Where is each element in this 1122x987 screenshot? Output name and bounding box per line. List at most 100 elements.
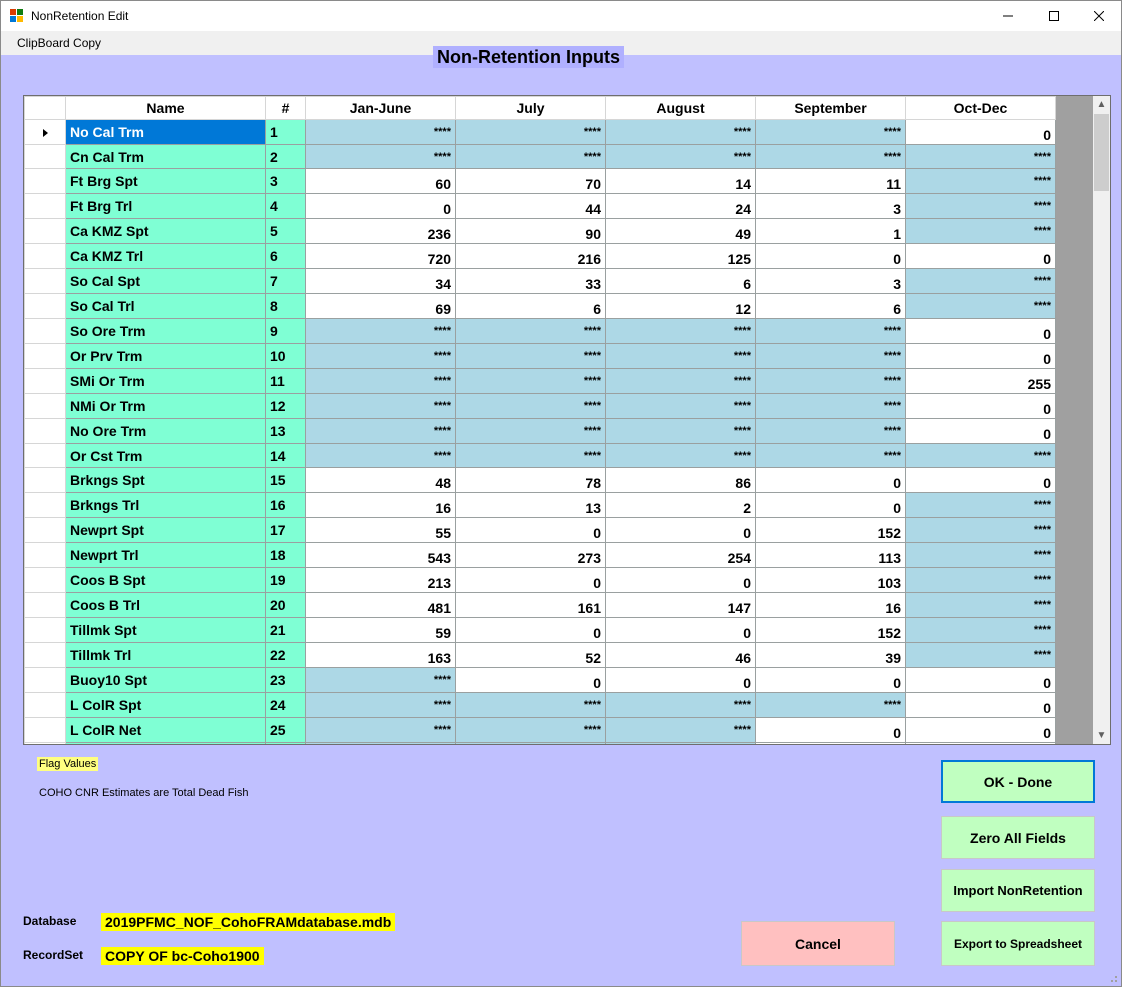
ok-done-button[interactable]: OK - Done [941, 760, 1095, 803]
value-cell[interactable]: 0 [905, 717, 1056, 743]
grid-row[interactable]: Ca KMZ Spt 5 236 90 49 1 **** [24, 218, 1056, 244]
value-cell[interactable]: 0 [905, 343, 1056, 369]
scroll-up-icon[interactable]: ▲ [1096, 99, 1107, 110]
fishery-number-cell[interactable]: 4 [265, 193, 306, 219]
value-cell[interactable]: 0 [755, 667, 906, 693]
row-selector[interactable] [24, 642, 66, 668]
fishery-name-cell[interactable]: Ft Brg Spt [65, 168, 266, 194]
value-cell[interactable]: **** [305, 717, 456, 743]
fishery-name-cell[interactable]: Buoy10 Spt [65, 667, 266, 693]
row-selector[interactable] [24, 592, 66, 618]
value-cell[interactable]: **** [755, 443, 906, 468]
value-cell[interactable]: 11 [755, 168, 906, 194]
fishery-name-cell[interactable]: Coos B Spt [65, 567, 266, 593]
value-cell[interactable]: 6 [605, 268, 756, 294]
value-cell[interactable]: 0 [905, 667, 1056, 693]
row-selector[interactable] [24, 293, 66, 319]
value-cell[interactable]: **** [605, 393, 756, 419]
row-selector[interactable] [24, 517, 66, 543]
fishery-number-cell[interactable]: 20 [265, 592, 306, 618]
value-cell[interactable]: 6 [755, 293, 906, 319]
value-cell[interactable]: **** [605, 144, 756, 169]
fishery-name-cell[interactable]: Tillmk Trl [65, 642, 266, 668]
fishery-number-cell[interactable]: 19 [265, 567, 306, 593]
value-cell[interactable]: **** [455, 343, 606, 369]
fishery-number-cell[interactable]: 7 [265, 268, 306, 294]
column-header-jan-june[interactable]: Jan-June [305, 96, 456, 120]
grid-row[interactable]: Or Cst Trm 14 **** **** **** **** **** [24, 443, 1056, 468]
grid-row[interactable]: Newprt Spt 17 55 0 0 152 **** [24, 517, 1056, 543]
value-cell[interactable]: **** [305, 368, 456, 394]
value-cell[interactable]: **** [905, 168, 1056, 194]
column-header-august[interactable]: August [605, 96, 756, 120]
fishery-number-cell[interactable]: 18 [265, 542, 306, 568]
row-selector[interactable] [24, 617, 66, 643]
value-cell[interactable]: **** [905, 617, 1056, 643]
fishery-number-cell[interactable]: 5 [265, 218, 306, 244]
fishery-name-cell[interactable]: No Cal Trm [65, 119, 266, 145]
row-selector[interactable] [24, 418, 66, 444]
value-cell[interactable]: 24 [605, 193, 756, 219]
value-cell[interactable]: 236 [305, 218, 456, 244]
grid-row[interactable]: Tillmk Spt 21 59 0 0 152 **** [24, 617, 1056, 643]
value-cell[interactable]: **** [455, 318, 606, 344]
value-cell[interactable]: 0 [605, 617, 756, 643]
value-cell[interactable]: 152 [755, 517, 906, 543]
value-cell[interactable]: **** [605, 368, 756, 394]
value-cell[interactable]: **** [305, 343, 456, 369]
value-cell[interactable]: 78 [455, 467, 606, 493]
value-cell[interactable]: 34 [305, 268, 456, 294]
row-selector[interactable] [24, 667, 66, 693]
grid-row[interactable]: L ColR Net 25 **** **** **** 0 0 [24, 717, 1056, 743]
value-cell[interactable]: 16 [755, 592, 906, 618]
value-cell[interactable]: 0 [455, 517, 606, 543]
value-cell[interactable]: 12 [605, 293, 756, 319]
fishery-number-cell[interactable]: 25 [265, 717, 306, 743]
value-cell[interactable]: **** [455, 742, 606, 744]
fishery-number-cell[interactable]: 24 [265, 692, 306, 718]
value-cell[interactable]: **** [905, 293, 1056, 319]
value-cell[interactable]: 147 [605, 592, 756, 618]
grid-row[interactable]: Yngs B Net26************00 [24, 742, 1056, 744]
value-cell[interactable]: 0 [455, 617, 606, 643]
value-cell[interactable]: **** [455, 692, 606, 718]
column-header-september[interactable]: September [755, 96, 906, 120]
fishery-name-cell[interactable]: NMi Or Trm [65, 393, 266, 419]
fishery-number-cell[interactable]: 26 [265, 742, 306, 744]
fishery-name-cell[interactable]: No Ore Trm [65, 418, 266, 444]
value-cell[interactable]: 161 [455, 592, 606, 618]
fishery-name-cell[interactable]: SMi Or Trm [65, 368, 266, 394]
value-cell[interactable]: 0 [755, 717, 906, 743]
value-cell[interactable]: 46 [605, 642, 756, 668]
row-selector[interactable] [24, 742, 66, 744]
fishery-number-cell[interactable]: 17 [265, 517, 306, 543]
value-cell[interactable]: 0 [755, 243, 906, 269]
value-cell[interactable]: 0 [905, 692, 1056, 718]
row-selector[interactable] [24, 243, 66, 269]
value-cell[interactable]: 255 [905, 368, 1056, 394]
value-cell[interactable]: **** [905, 492, 1056, 518]
value-cell[interactable]: **** [455, 119, 606, 145]
fishery-name-cell[interactable]: Newprt Spt [65, 517, 266, 543]
value-cell[interactable]: 0 [755, 742, 906, 744]
minimize-button[interactable] [985, 1, 1031, 31]
grid-row[interactable]: Ft Brg Trl 4 0 44 24 3 **** [24, 193, 1056, 219]
fishery-number-cell[interactable]: 1 [265, 119, 306, 145]
value-cell[interactable]: 70 [455, 168, 606, 194]
value-cell[interactable]: **** [305, 692, 456, 718]
fishery-name-cell[interactable]: Ca KMZ Trl [65, 243, 266, 269]
value-cell[interactable]: 543 [305, 542, 456, 568]
value-cell[interactable]: 0 [605, 667, 756, 693]
value-cell[interactable]: **** [605, 443, 756, 468]
maximize-button[interactable] [1031, 1, 1077, 31]
value-cell[interactable]: **** [755, 393, 906, 419]
value-cell[interactable]: 113 [755, 542, 906, 568]
value-cell[interactable]: **** [605, 318, 756, 344]
value-cell[interactable]: 3 [755, 193, 906, 219]
value-cell[interactable]: **** [305, 119, 456, 145]
grid-row[interactable]: Or Prv Trm 10 **** **** **** **** 0 [24, 343, 1056, 369]
row-selector[interactable] [24, 443, 66, 468]
row-selector[interactable] [24, 692, 66, 718]
fishery-number-cell[interactable]: 6 [265, 243, 306, 269]
fishery-number-cell[interactable]: 21 [265, 617, 306, 643]
